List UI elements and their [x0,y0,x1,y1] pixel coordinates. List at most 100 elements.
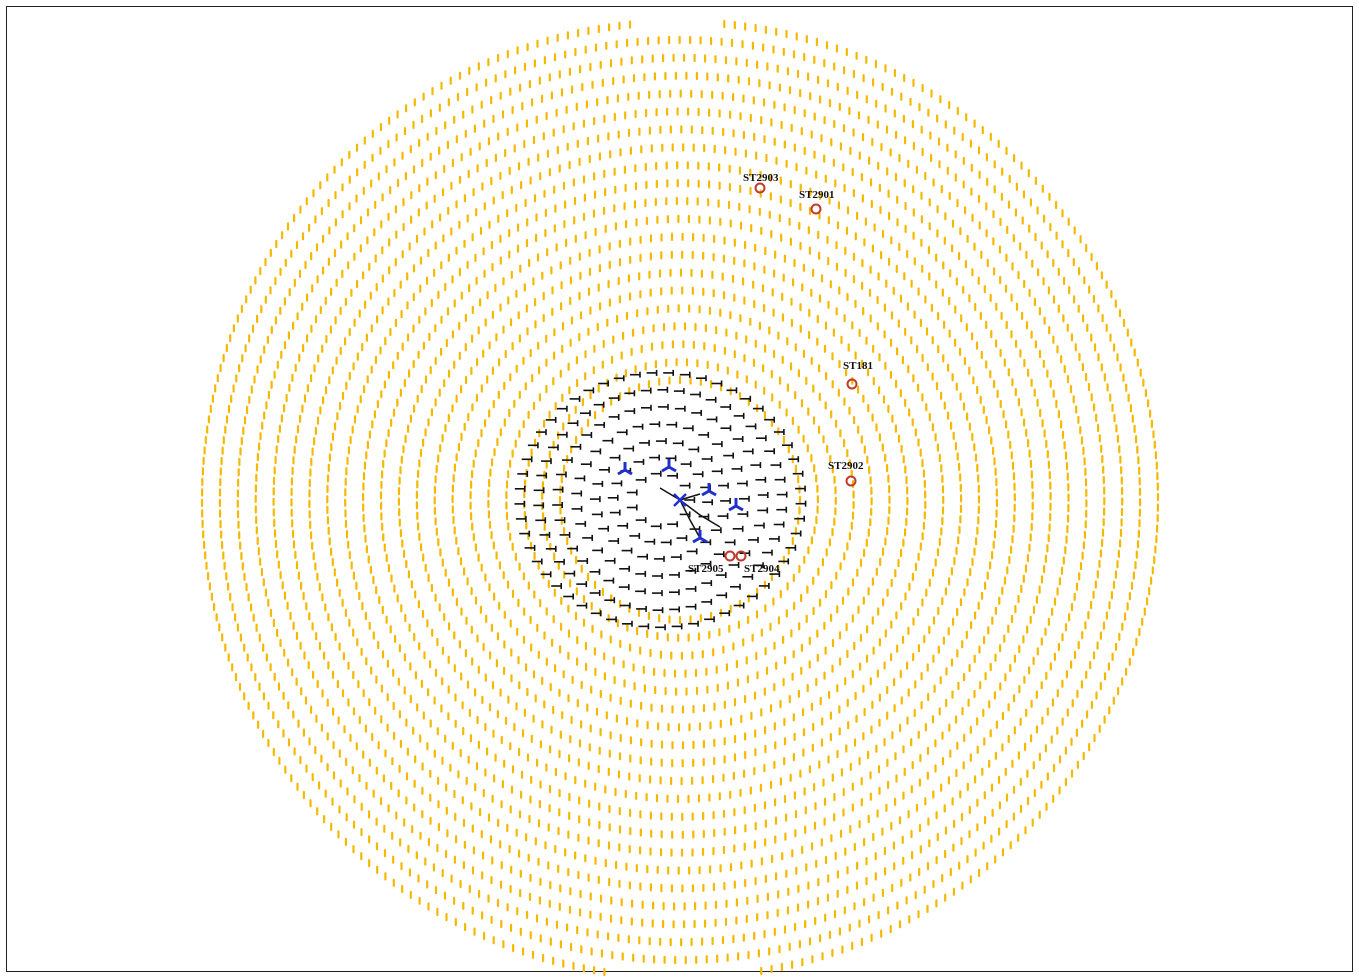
station-label: ST2905 [688,563,724,575]
inner-spiral-tick [646,369,658,376]
inner-spiral-tick [701,456,713,462]
inner-spiral-tick [564,570,576,577]
inner-spiral-tick [755,435,767,442]
station-st2901: ST2901 [799,189,834,215]
station-st2902: ST2902 [828,460,864,487]
inner-spiral-tick [622,620,633,627]
inner-spiral-tick [551,583,563,589]
inner-spiral-tick [589,590,601,596]
inner-spiral-tick [577,558,589,564]
inner-spiral-tick [656,438,667,445]
inner-spiral-tick [685,585,697,592]
inner-spiral-tick [748,536,759,543]
inner-spiral-tick [720,404,732,410]
inner-spiral-tick [519,530,531,537]
inner-spiral-tick [554,517,566,524]
inner-spiral-tick [663,369,675,376]
inner-spiral-tick [718,482,729,489]
inner-spiral-tick [608,413,620,420]
inner-spiral-tick [635,517,647,524]
inner-spiral-tick [691,409,703,416]
inner-spiral-tick [533,502,545,509]
inner-spiral-tick [611,480,623,487]
inner-spiral-tick [705,396,717,403]
inner-spiral-tick [746,593,758,600]
inner-spiral-tick [680,461,692,468]
inner-spiral-tick [770,462,782,469]
inner-spiral-tick [745,423,757,430]
inner-spiral-tick [758,582,770,589]
inner-spiral-tick [667,521,679,528]
inner-spiral-tick [576,581,588,588]
inner-spiral-tick [698,431,710,438]
station-label: ST2904 [744,563,780,575]
inner-spiral-tick [604,597,616,604]
inner-spiral-tick [593,401,605,408]
inner-spiral-tick [724,539,736,546]
inner-spiral-tick [623,445,635,452]
inner-spiral-tick [778,558,790,565]
inner-spiral-tick [733,602,745,609]
inner-spiral-tick [754,522,765,529]
inner-spiral-tick [649,421,661,428]
inner-spiral-tick [757,492,769,498]
inner-spiral-tick [649,454,661,461]
station-label: ST2901 [799,189,834,201]
station-label: ST2903 [743,172,779,184]
inner-spiral-tick [604,557,616,564]
inner-spiral-tick [794,515,806,522]
inner-spiral-tick [655,624,666,631]
inner-spiral-tick [666,421,678,428]
inner-spiral-tick [769,535,780,542]
inner-spiral-tick [679,482,691,489]
inner-spiral-tick [590,448,602,455]
inner-spiral-tick [594,421,606,428]
inner-spiral-tick [774,476,786,483]
inner-spiral-tick [626,504,638,511]
inner-spiral-tick [582,534,594,541]
inner-spiral-tick [710,527,722,534]
inner-spiral-tick [669,606,681,613]
inner-spiral-tick [609,509,621,516]
inner-spiral-tick [792,470,804,477]
inner-spiral-tick [619,565,631,572]
inner-spiral-tick [732,525,744,532]
inner-spiral-tick [665,455,677,462]
inner-spiral-tick [635,570,647,577]
inner-spiral-tick [556,471,567,478]
antenna-icon [617,462,633,476]
inner-spiral-tick [737,511,749,518]
inner-spiral-tick [574,475,586,482]
inner-spiral-tick [673,388,685,395]
inner-spiral-tick [552,502,564,508]
inner-spiral-tick [669,589,680,596]
inner-spiral-tick [531,558,543,565]
inner-spiral-tick [589,568,601,575]
inner-spiral-tick [720,425,732,432]
inner-spiral-tick [637,553,649,560]
inner-spiral-tick [635,588,646,595]
inner-spiral-tick [589,496,601,503]
inner-spiral-tick [616,429,628,436]
inner-spiral-tick [728,562,740,568]
inner-spiral-tick [776,506,788,513]
inner-spiral-tick [545,545,557,552]
inner-spiral-tick [713,551,725,558]
inner-spiral-tick [672,440,684,447]
inner-spiral-tick [563,593,575,600]
inner-spiral-tick [541,458,552,465]
inner-spiral-tick [571,490,583,497]
inner-spiral-tick [556,405,568,412]
inner-spiral-tick [795,485,806,492]
inner-spiral-tick [607,494,619,501]
inner-spiral-tick [752,405,764,412]
station-st181: ST181 [843,360,873,390]
inner-spiral-tick [764,448,776,455]
inner-spiral-tick [706,416,718,423]
inner-spiral-tick [514,485,526,492]
inner-spiral-tick [613,375,625,382]
inner-spiral-tick [669,571,680,578]
inner-spiral-tick [590,610,602,617]
inner-spiral-tick [711,380,723,387]
inner-spiral-tick [654,555,665,562]
